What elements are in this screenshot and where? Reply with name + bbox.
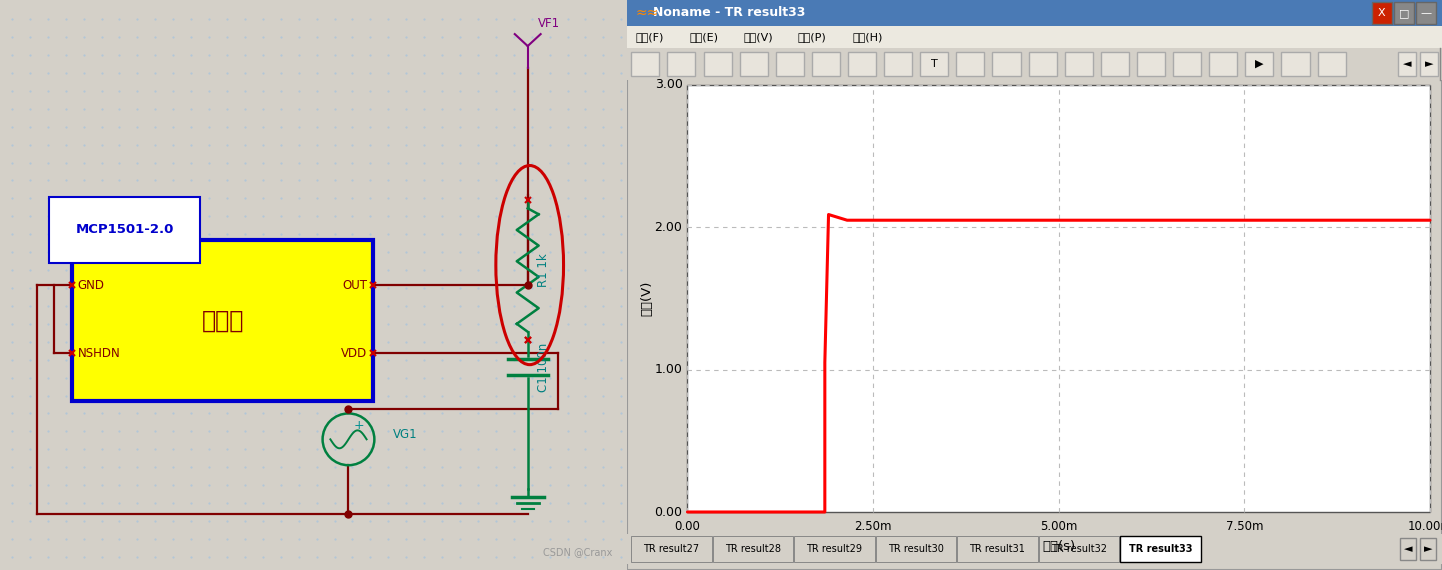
Text: ►: ► xyxy=(1423,544,1432,554)
Text: R1 1k: R1 1k xyxy=(536,253,551,287)
Text: 10.00m: 10.00m xyxy=(1407,520,1442,533)
Bar xyxy=(72,240,373,401)
Bar xyxy=(776,52,803,76)
Text: 视图(V): 视图(V) xyxy=(744,32,773,42)
Bar xyxy=(1120,536,1201,562)
Bar xyxy=(1420,52,1438,76)
Text: Noname - TR result33: Noname - TR result33 xyxy=(653,6,806,19)
Text: 电压(V): 电压(V) xyxy=(640,281,653,316)
Bar xyxy=(956,52,985,76)
Text: 5.00m: 5.00m xyxy=(1040,520,1077,533)
Bar xyxy=(668,52,695,76)
Text: 7.50m: 7.50m xyxy=(1226,520,1263,533)
Bar xyxy=(740,52,767,76)
Text: 0.00: 0.00 xyxy=(655,506,682,519)
Text: T: T xyxy=(932,59,937,69)
Bar xyxy=(875,536,956,562)
Text: TR result33: TR result33 xyxy=(1129,544,1193,554)
Bar xyxy=(712,536,793,562)
Bar xyxy=(992,52,1021,76)
Bar xyxy=(1282,52,1309,76)
Text: 处理(P): 处理(P) xyxy=(797,32,826,42)
Text: TR result32: TR result32 xyxy=(1051,544,1107,554)
Text: C1 100n: C1 100n xyxy=(536,343,551,392)
Bar xyxy=(884,52,913,76)
Bar xyxy=(1420,538,1436,560)
Bar xyxy=(1064,52,1093,76)
Bar xyxy=(1028,52,1057,76)
Text: MCP1501-2.0: MCP1501-2.0 xyxy=(75,223,174,236)
Bar xyxy=(632,52,659,76)
Text: ▶: ▶ xyxy=(1255,59,1263,69)
Text: —: — xyxy=(1420,8,1432,18)
Text: 0.00: 0.00 xyxy=(675,520,701,533)
Text: OUT: OUT xyxy=(342,279,368,292)
Bar xyxy=(957,536,1038,562)
Bar xyxy=(688,85,1430,512)
Bar xyxy=(1400,538,1416,560)
Text: CSDN @Cranx: CSDN @Cranx xyxy=(544,547,613,557)
Bar xyxy=(1038,536,1119,562)
Text: ◄: ◄ xyxy=(1403,544,1412,554)
Text: 帮助(H): 帮助(H) xyxy=(852,32,883,42)
Text: X: X xyxy=(1379,8,1386,18)
Bar xyxy=(627,0,1442,26)
Text: 2.00: 2.00 xyxy=(655,221,682,234)
Text: TR result27: TR result27 xyxy=(643,544,699,554)
Text: NSHDN: NSHDN xyxy=(78,347,121,360)
Bar xyxy=(1246,52,1273,76)
Text: □: □ xyxy=(1399,8,1409,18)
Bar xyxy=(1136,52,1165,76)
Bar xyxy=(812,52,841,76)
Bar xyxy=(1100,52,1129,76)
Text: TR result29: TR result29 xyxy=(806,544,862,554)
Bar xyxy=(627,534,1442,564)
Text: 1.00: 1.00 xyxy=(655,363,682,376)
Text: VF1: VF1 xyxy=(538,17,559,30)
Bar xyxy=(1174,52,1201,76)
Bar xyxy=(632,536,712,562)
Text: TR result30: TR result30 xyxy=(888,544,945,554)
Text: 编辑(E): 编辑(E) xyxy=(689,32,718,42)
Bar xyxy=(627,26,1442,48)
Bar xyxy=(920,52,949,76)
Bar xyxy=(1397,52,1416,76)
Bar xyxy=(627,48,1442,80)
Bar xyxy=(1394,2,1415,24)
Text: +: + xyxy=(353,419,363,432)
Text: ≈≈: ≈≈ xyxy=(636,6,659,20)
Text: GND: GND xyxy=(78,279,105,292)
Text: VG1: VG1 xyxy=(394,428,418,441)
Text: 2.50m: 2.50m xyxy=(854,520,891,533)
Bar xyxy=(1416,2,1436,24)
Text: 文件(F): 文件(F) xyxy=(636,32,663,42)
Bar xyxy=(704,52,731,76)
Bar xyxy=(1210,52,1237,76)
Text: ◄: ◄ xyxy=(1403,59,1412,69)
Bar xyxy=(1371,2,1392,24)
Text: TR result28: TR result28 xyxy=(725,544,782,554)
Text: 新建宏: 新建宏 xyxy=(202,309,244,333)
Text: TR result31: TR result31 xyxy=(969,544,1025,554)
Bar xyxy=(1318,52,1345,76)
Text: 时间(s): 时间(s) xyxy=(1043,540,1076,553)
Bar xyxy=(848,52,877,76)
Text: VDD: VDD xyxy=(342,347,368,360)
Bar xyxy=(795,536,875,562)
Text: 3.00: 3.00 xyxy=(655,79,682,92)
Text: ►: ► xyxy=(1425,59,1433,69)
